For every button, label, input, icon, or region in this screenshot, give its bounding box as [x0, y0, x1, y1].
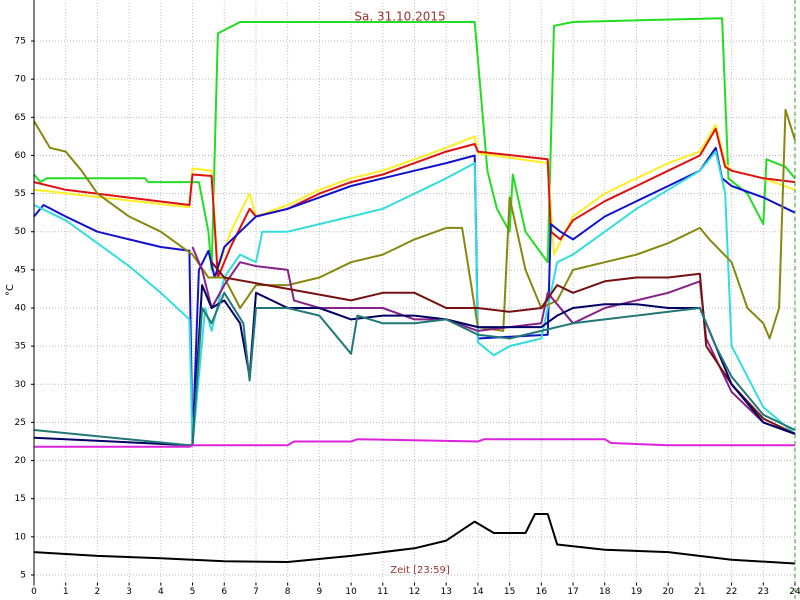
x-tick-label: 12	[409, 587, 420, 597]
series-line	[33, 291, 796, 447]
y-axis-label: °C	[5, 284, 16, 296]
series-line	[33, 108, 796, 340]
y-tick-label: 70	[15, 75, 27, 85]
x-tick-label: 9	[317, 587, 323, 597]
x-tick-label: 6	[221, 587, 227, 597]
x-tick-label: 21	[694, 587, 705, 597]
x-tick-label: 2	[95, 587, 101, 597]
y-tick-label: 5	[20, 570, 26, 580]
y-tick-label: 35	[15, 342, 26, 352]
x-tick-label: 13	[440, 587, 451, 597]
x-tick-label: 22	[726, 587, 737, 597]
y-tick-label: 60	[15, 151, 27, 161]
x-axis-label: Zeit [23:59]	[390, 565, 450, 576]
y-tick-label: 20	[15, 456, 27, 466]
x-tick-label: 11	[377, 587, 388, 597]
series-line	[34, 438, 795, 448]
series-line	[210, 261, 796, 435]
y-tick-label: 40	[15, 304, 27, 314]
series-line	[33, 284, 796, 447]
x-tick-label: 23	[758, 587, 769, 597]
x-tick-label: 10	[345, 587, 357, 597]
x-tick-label: 18	[599, 587, 611, 597]
x-tick-label: 7	[253, 587, 259, 597]
x-tick-label: 17	[567, 587, 578, 597]
y-tick-label: 55	[15, 189, 26, 199]
series-line	[33, 513, 796, 565]
y-tick-label: 50	[15, 227, 27, 237]
x-tick-label: 1	[63, 587, 69, 597]
chart-title: Sa. 31.10.2015	[354, 10, 445, 24]
y-tick-label: 15	[15, 494, 26, 504]
series-line	[33, 127, 796, 279]
x-tick-label: 16	[536, 587, 548, 597]
x-tick-label: 4	[158, 587, 164, 597]
series-line	[33, 146, 796, 447]
series-line	[33, 123, 796, 271]
y-tick-label: 30	[15, 380, 27, 390]
x-tick-label: 3	[126, 587, 132, 597]
y-tick-label: 65	[15, 113, 26, 123]
x-tick-label: 5	[190, 587, 196, 597]
y-tick-label: 75	[15, 37, 26, 47]
y-tick-label: 25	[15, 418, 26, 428]
x-tick-label: 24	[789, 587, 800, 597]
y-tick-label: 10	[15, 532, 27, 542]
series-line	[33, 150, 796, 447]
x-tick-label: 8	[285, 587, 291, 597]
x-tick-label: 14	[472, 587, 484, 597]
x-tick-label: 20	[662, 587, 674, 597]
y-tick-label: 45	[15, 265, 26, 275]
lines	[33, 17, 796, 565]
x-tick-label: 0	[31, 587, 37, 597]
x-tick-label: 15	[504, 587, 515, 597]
x-tick-label: 19	[631, 587, 643, 597]
